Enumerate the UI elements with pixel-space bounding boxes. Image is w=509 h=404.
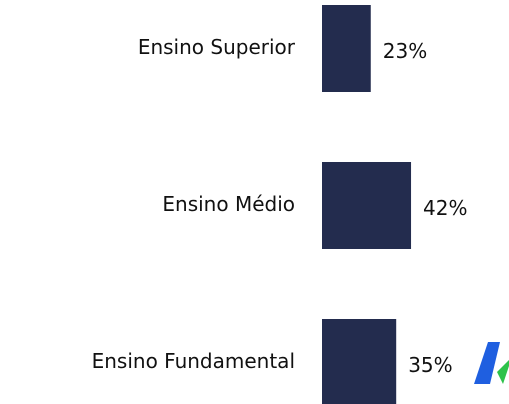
bar <box>322 319 397 404</box>
value-label: 35% <box>408 353 452 377</box>
bar <box>322 5 371 92</box>
category-label: Ensino Superior <box>138 35 296 59</box>
logo <box>474 342 509 384</box>
category-label: Ensino Médio <box>162 192 295 216</box>
logo-blue <box>474 342 500 384</box>
value-label: 23% <box>383 39 427 63</box>
value-label: 42% <box>423 196 467 220</box>
logo-green <box>497 360 509 384</box>
category-label: Ensino Fundamental <box>92 349 295 373</box>
bar <box>322 162 412 249</box>
